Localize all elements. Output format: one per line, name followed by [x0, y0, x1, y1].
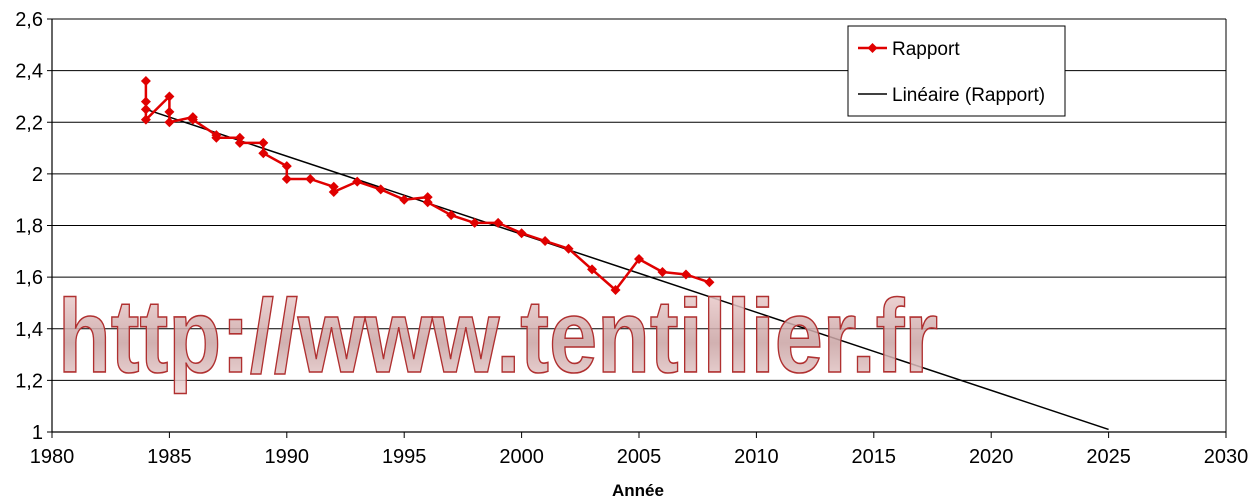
y-tick-label: 1 — [32, 422, 43, 444]
y-tick-label: 2 — [32, 164, 43, 186]
legend: Rapport Linéaire (Rapport) — [847, 25, 1066, 117]
data-point — [211, 132, 222, 143]
data-point — [164, 117, 175, 128]
y-tick-label: 1,8 — [15, 216, 43, 238]
x-tick-label: 2020 — [969, 446, 1014, 468]
legend-box — [847, 25, 1066, 117]
data-point — [399, 194, 410, 205]
data-point — [422, 192, 433, 203]
x-tick-label: 2005 — [617, 446, 662, 468]
x-tick-label: 2000 — [499, 446, 544, 468]
series-line-rapport — [144, 81, 710, 292]
y-tick-label: 1,6 — [15, 267, 43, 289]
data-point — [234, 132, 245, 143]
y-tick-labels: 1 1,2 1,4 1,6 1,8 2 2,2 2,4 2,6 — [15, 9, 43, 444]
legend-label-rapport: Rapport — [892, 39, 960, 60]
legend-label-lineaire: Linéaire (Rapport) — [892, 85, 1045, 106]
x-tick-label: 1985 — [147, 446, 192, 468]
data-point — [140, 75, 151, 86]
data-point — [258, 137, 269, 148]
y-tick-label: 1,2 — [15, 370, 43, 392]
y-tick-label: 2,2 — [15, 112, 43, 134]
x-tick-label: 1995 — [382, 446, 427, 468]
x-tick-label: 2025 — [1086, 446, 1131, 468]
series-layer — [140, 75, 715, 296]
data-point — [540, 235, 551, 246]
x-tick-label: 2015 — [852, 446, 897, 468]
data-point — [375, 184, 386, 195]
x-tick-labels: 1980 1985 1990 1995 2000 2005 2010 2015 2020 2025… — [30, 446, 1249, 468]
data-point — [281, 174, 292, 185]
data-point — [493, 217, 504, 228]
data-point — [634, 254, 644, 265]
data-point — [234, 137, 245, 148]
data-point — [516, 228, 527, 239]
legend-marker-rapport — [867, 43, 878, 53]
y-tick-label: 2,6 — [15, 9, 43, 31]
data-point — [164, 91, 175, 102]
axes — [47, 18, 1227, 438]
gridlines — [52, 18, 1227, 432]
x-tick-label: 1980 — [30, 446, 75, 468]
watermark-text: http://www.tentillier.fr — [58, 279, 938, 395]
x-tick-label: 2030 — [1204, 446, 1249, 468]
x-tick-label: 2010 — [734, 446, 779, 468]
data-point — [258, 148, 269, 159]
data-point — [140, 104, 151, 115]
y-tick-label: 1,4 — [15, 319, 43, 341]
data-point — [140, 96, 151, 107]
data-point — [140, 114, 151, 125]
data-point — [328, 186, 339, 197]
x-tick-label: 1990 — [265, 446, 310, 468]
data-point — [422, 197, 433, 208]
data-point — [680, 269, 691, 280]
data-point — [328, 181, 339, 192]
trendline — [145, 108, 1109, 431]
data-point — [704, 277, 715, 288]
data-point — [187, 114, 198, 125]
data-point — [164, 106, 175, 117]
data-point — [587, 264, 598, 275]
y-tick-label: 2,4 — [15, 61, 43, 83]
data-point — [563, 243, 574, 254]
data-point — [446, 210, 457, 221]
trendline-layer — [145, 108, 1109, 431]
data-point — [610, 285, 621, 296]
data-point — [305, 174, 316, 185]
data-point — [281, 161, 292, 172]
data-point — [657, 266, 668, 277]
data-point — [352, 176, 363, 187]
data-point — [469, 217, 480, 228]
x-axis-title: Année — [612, 481, 664, 500]
